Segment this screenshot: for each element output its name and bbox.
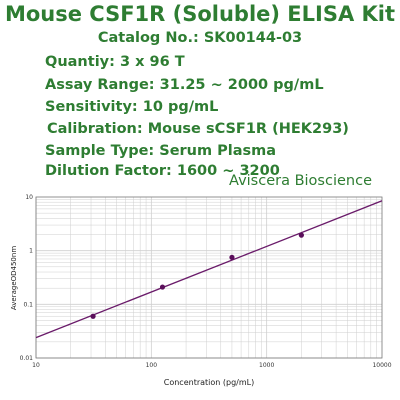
y-axis-label: AverageOD450nm [10, 246, 18, 310]
sensitivity: Sensitivity: 10 pg/mL [45, 99, 219, 115]
x-tick-label: 10 [32, 362, 40, 369]
kit-title: Mouse CSF1R (Soluble) ELISA Kit [4, 2, 396, 26]
calibration: Calibration: Mouse sCSF1R (HEK293) [47, 121, 349, 137]
quantity: Quantiy: 3 x 96 T [45, 54, 185, 70]
x-axis-label: Concentration (pg/mL) [164, 378, 254, 387]
brand-name: Aviscera Bioscience [229, 173, 372, 189]
data-points [90, 232, 304, 319]
fit-line-layer [35, 200, 383, 339]
assay-range: Assay Range: 31.25 ~ 2000 pg/mL [45, 77, 324, 93]
sample-type: Sample Type: Serum Plasma [45, 143, 277, 159]
data-point [90, 313, 96, 319]
x-tick-label: 100 [146, 362, 158, 369]
axis-ticks: 10 100 1000 10000 0.01 0.1 1 10 [20, 194, 392, 369]
catalog-number: Catalog No.: SK00144-03 [97, 30, 303, 46]
y-tick-label: 0.01 [20, 355, 34, 362]
dilution-factor: Dilution Factor: 1600 ~ 3200 [45, 163, 280, 179]
data-point [229, 254, 235, 260]
x-tick-label: 1000 [259, 362, 274, 369]
y-tick-label: 10 [25, 194, 33, 201]
data-point [298, 232, 304, 238]
chart-grid [35, 197, 382, 359]
standard-curve-line [35, 200, 383, 339]
y-tick-label: 1 [29, 248, 33, 255]
x-tick-label: 10000 [372, 362, 391, 369]
data-point [159, 284, 166, 290]
y-tick-label: 0.1 [23, 301, 33, 308]
plot-frame [35, 196, 383, 359]
